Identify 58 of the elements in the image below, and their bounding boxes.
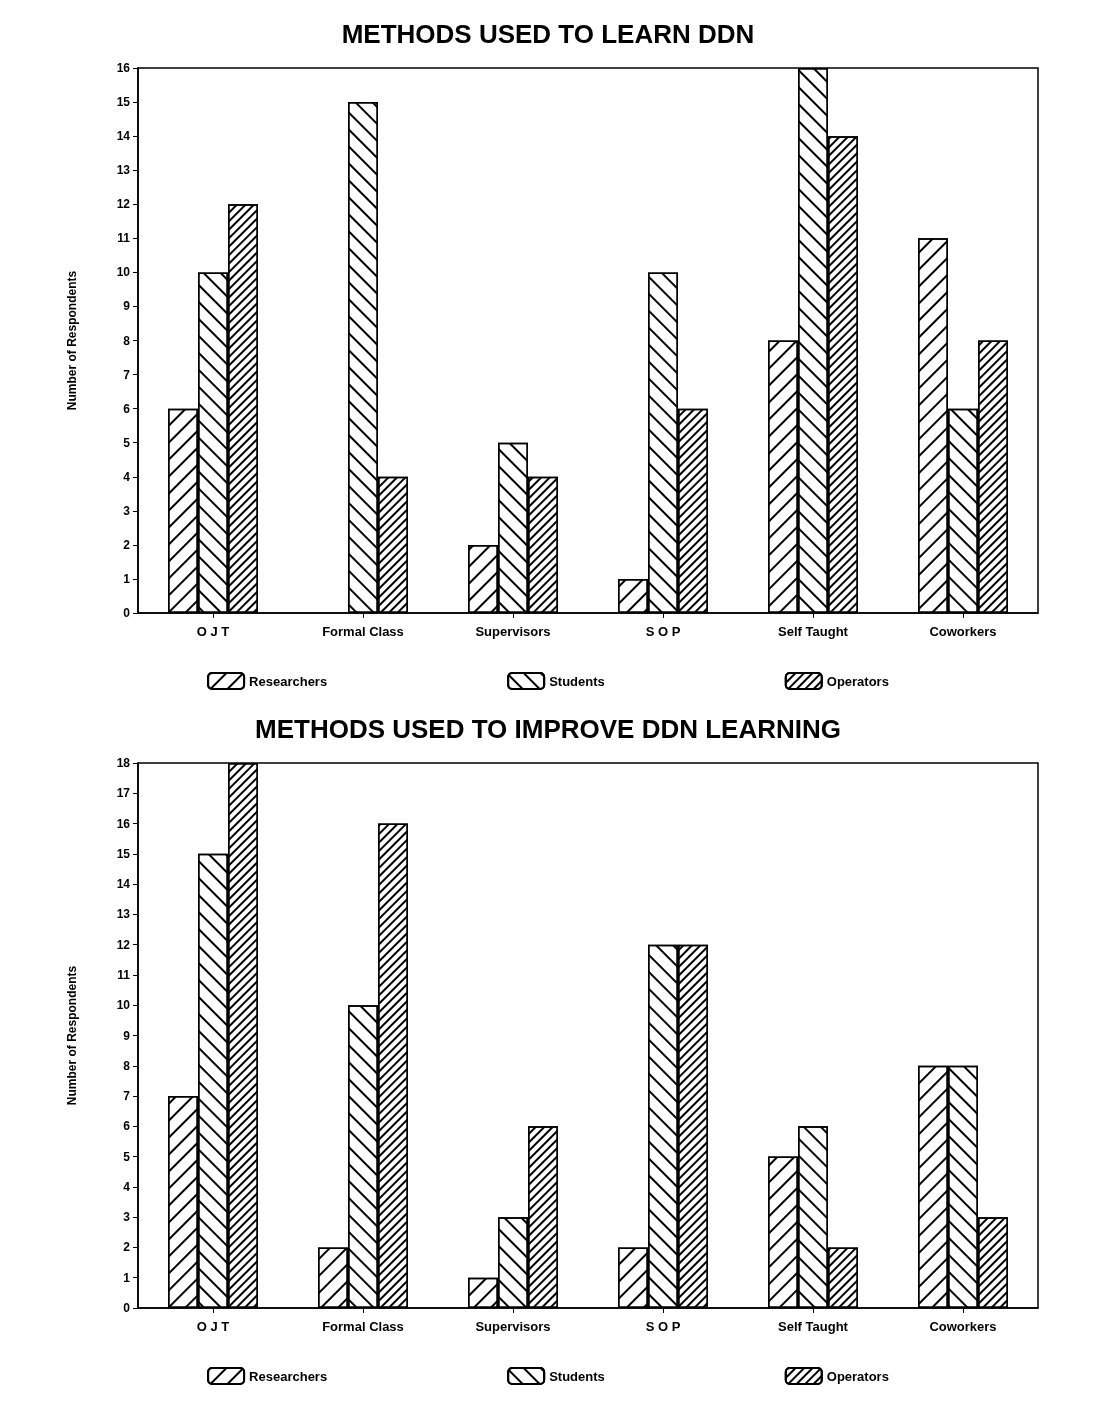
x-tick-label: S O P [645,624,681,639]
x-tick-label: Formal Class [322,1319,404,1334]
y-tick-label: 6 [123,1119,131,1134]
y-tick-label: 11 [117,967,131,982]
x-tick-label: Supervisors [475,624,551,639]
y-tick-label: 9 [123,299,131,314]
y-tick-label: 16 [116,816,131,831]
y-tick-label: 2 [123,1240,131,1255]
y-tick-label: 3 [123,1210,131,1225]
y-axis-title: Number of Respondents [65,965,79,1106]
y-tick-label: 0 [123,1301,131,1315]
x-tick-label: Formal Class [322,624,404,639]
y-tick-label: 4 [123,1179,131,1194]
y-tick-label: 11 [117,231,131,246]
y-tick-label: 3 [123,503,131,518]
y-axis-title: Number of Respondents [65,270,79,411]
x-tick-label: Self Taught [778,624,849,639]
y-tick-label: 15 [116,95,131,110]
chart-title: METHODS USED TO IMPROVE DDN LEARNING [254,714,842,744]
y-tick-label: 12 [116,197,131,212]
legend-label: Students [549,1368,605,1384]
y-tick-label: 8 [123,1058,131,1073]
y-tick-label: 12 [116,937,131,952]
x-tick-label: O J T [196,1319,230,1334]
x-tick-label: Coworkers [929,624,997,639]
legend-label: Students [549,673,605,689]
y-tick-label: 15 [116,846,131,861]
x-tick-label: Coworkers [929,1319,997,1334]
y-tick-label: 10 [116,998,131,1013]
legend-label: Researchers [249,673,328,689]
y-tick-label: 1 [123,1270,131,1285]
y-tick-label: 4 [123,469,131,484]
y-tick-label: 7 [123,1089,131,1104]
y-tick-label: 18 [116,756,131,770]
x-tick-label: O J T [196,624,230,639]
y-tick-label: 14 [116,877,131,892]
legend-label: Operators [826,1368,889,1384]
y-tick-label: 10 [116,265,131,280]
legend-label: Operators [826,673,889,689]
y-tick-label: 13 [116,907,131,922]
y-tick-label: 16 [116,61,131,75]
y-tick-label: 6 [123,401,131,416]
legend-label: Researchers [249,1368,328,1384]
y-tick-label: 7 [123,367,131,382]
y-tick-label: 13 [116,163,131,178]
y-tick-label: 5 [123,1149,131,1164]
y-tick-label: 17 [116,786,131,801]
y-tick-label: 1 [123,571,131,586]
chart-title: METHODS USED TO LEARN DDN [341,19,755,49]
y-tick-label: 8 [123,333,131,348]
y-tick-label: 5 [123,435,131,450]
x-tick-label: Supervisors [475,1319,551,1334]
x-tick-label: Self Taught [778,1319,849,1334]
y-tick-label: 0 [123,606,131,620]
y-tick-label: 14 [116,129,131,144]
y-tick-label: 2 [123,537,131,552]
y-tick-label: 9 [123,1028,131,1043]
x-tick-label: S O P [645,1319,681,1334]
